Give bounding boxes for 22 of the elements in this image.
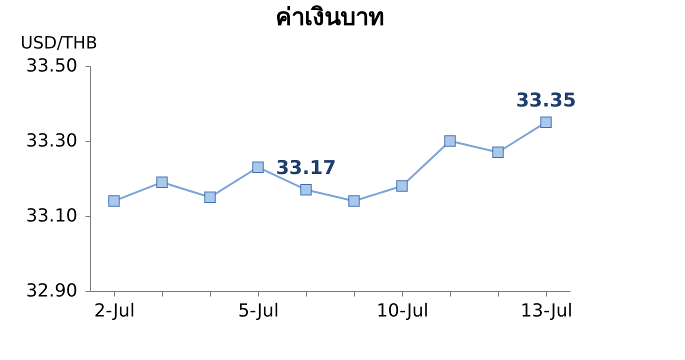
point: [540, 116, 552, 128]
y-axis-title: USD/THB: [20, 34, 98, 54]
point: [444, 135, 456, 147]
data-label: 33.35: [516, 89, 576, 112]
x-tick-label: 10-Jul: [376, 300, 429, 322]
point: [204, 192, 216, 203]
point: [492, 146, 504, 158]
y-tick-label: 33.50: [26, 56, 78, 76]
point: [252, 162, 264, 173]
point: [396, 180, 408, 192]
point: [300, 184, 312, 196]
x-tick-label: 13-Jul: [520, 300, 573, 322]
x-tick-label: 5-Jul: [238, 300, 279, 322]
point: [156, 176, 168, 188]
point: [348, 195, 360, 207]
y-tick-label: 33.30: [26, 130, 78, 152]
y-tick-label: 32.90: [26, 280, 78, 302]
y-tick-label: 33.10: [26, 206, 78, 226]
point: [108, 195, 120, 207]
chart-title: ค่าเงินบาท: [276, 3, 384, 31]
x-tick-label: 2-Jul: [94, 300, 135, 322]
data-label: 33.17: [276, 156, 336, 179]
